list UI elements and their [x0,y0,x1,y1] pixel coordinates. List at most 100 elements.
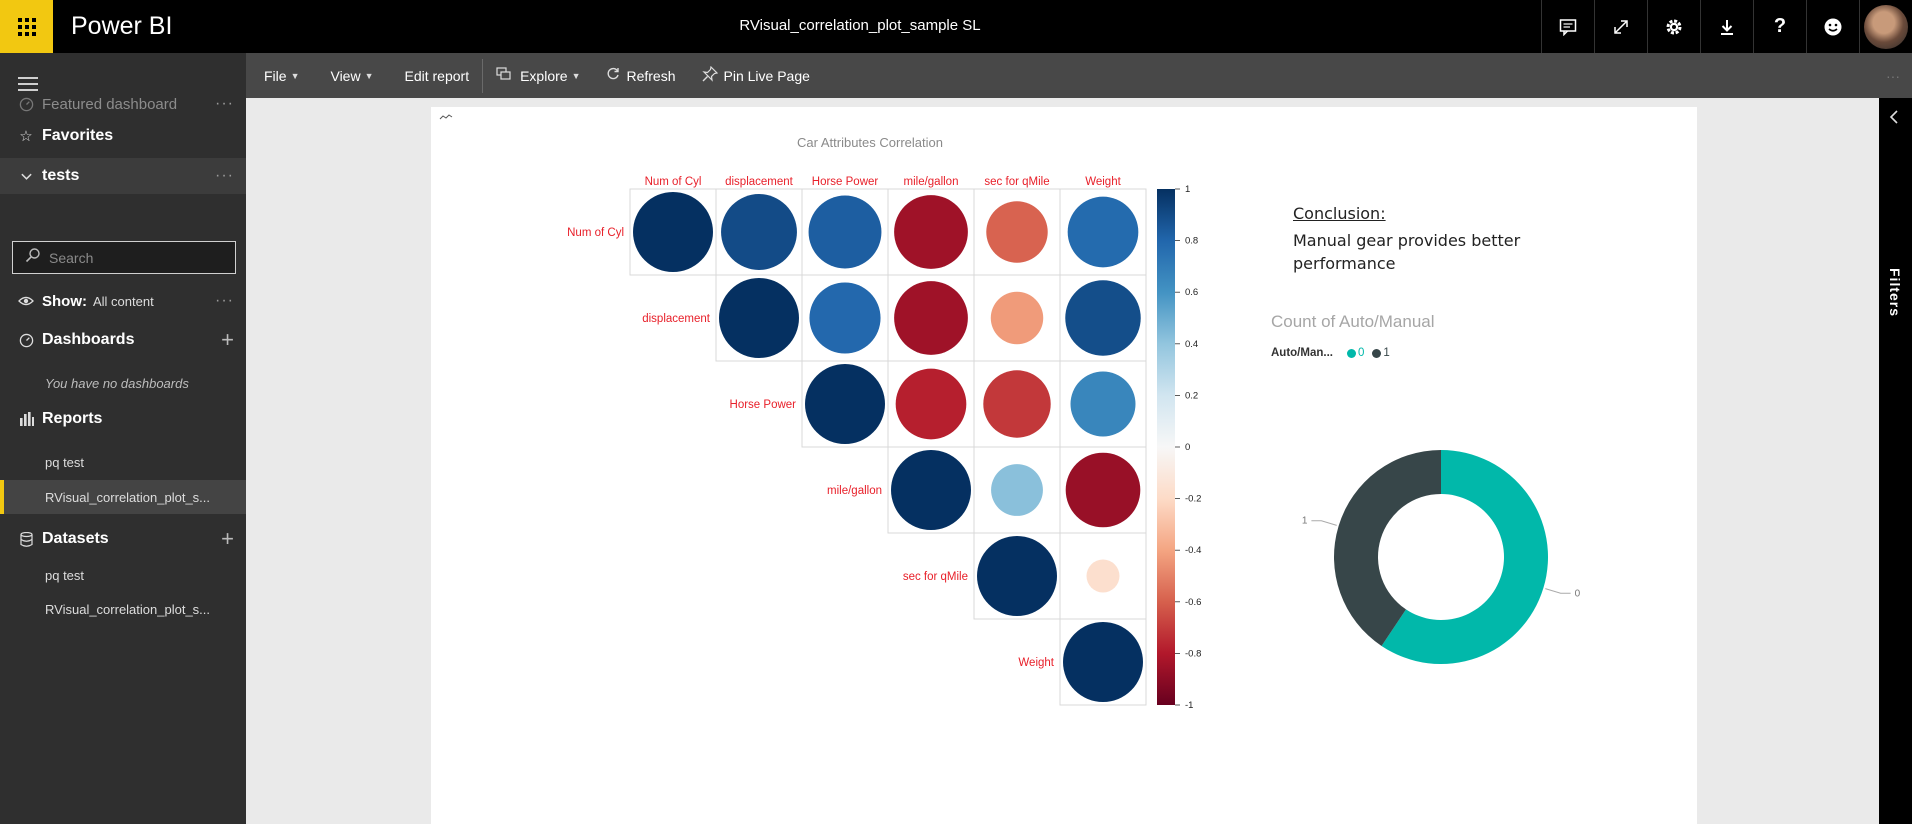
dashboard-icon [18,332,34,348]
corrplot-col-label: Num of Cyl [645,176,702,188]
nav-search-box[interactable] [12,241,236,274]
show-more-icon[interactable]: ··· [215,292,234,309]
edit-report-button[interactable]: Edit report [387,53,483,98]
fullscreen-button[interactable] [1594,0,1647,53]
corrplot-circle [986,201,1048,263]
donut-chart-svg[interactable]: 01 [1271,382,1611,742]
explore-icon [496,67,514,84]
nav-dashboards[interactable]: Dashboards + [0,324,246,356]
visual-header-icon[interactable] [439,113,453,123]
search-icon [25,247,41,268]
report-canvas: Car Attributes Correlation Num of Cyl Num … [431,107,1697,824]
toolbar-divider [482,58,484,93]
conclusion-textbox[interactable]: Conclusion: Manual gear provides better … [1293,204,1563,275]
view-menu-button[interactable]: View ▼ [312,53,386,98]
comment-button[interactable] [1541,0,1594,53]
corrplot-circle [721,194,797,270]
corrplot-cell [1059,618,1147,706]
corrplot-circle [990,291,1044,345]
app-title[interactable]: Power BI [71,12,173,40]
refresh-button[interactable]: Refresh [593,53,688,98]
donut-data-label: 1 [1302,516,1308,527]
left-nav-pane: Featured dashboard ··· ☆ Favorites tests… [0,53,246,824]
refresh-icon [606,67,620,84]
legend-label-1[interactable]: 1 [1383,347,1390,359]
chevron-down-icon [18,168,34,184]
nav-reports[interactable]: Reports [0,403,246,435]
app-launcher-button[interactable] [0,0,53,53]
download-button[interactable] [1700,0,1753,53]
view-menu-label: View [330,67,361,84]
corrplot-circle [977,536,1057,616]
nav-favorites[interactable]: ☆ Favorites [0,120,246,152]
corrplot-row-label: sec for qMile [903,571,968,583]
dataset-item-rvisual[interactable]: RVisual_correlation_plot_s... [45,602,211,617]
filters-label[interactable]: Filters [1887,268,1903,318]
user-avatar-button[interactable] [1859,0,1912,53]
settings-button[interactable] [1647,0,1700,53]
add-dataset-icon[interactable]: + [221,526,234,551]
donut-leader-line [1311,520,1337,526]
no-dashboards-text: You have no dashboards [45,376,189,391]
colorbar-tick-label: 0 [1185,442,1190,453]
corrplot-circle [1067,196,1139,268]
top-bar: Power BI RVisual_correlation_plot_sample… [0,0,1912,53]
nav-workspace-tests[interactable]: tests ··· [0,158,246,194]
nav-dashboards-label: Dashboards [42,331,135,348]
correlation-plot[interactable]: Car Attributes Correlation Num of Cyl Num … [431,107,1251,727]
toolbar-more-icon[interactable]: ··· [1886,67,1900,84]
explore-menu-button[interactable]: Explore ▼ [483,53,593,98]
featured-more-icon[interactable]: ··· [215,95,234,112]
corrplot-circle [983,370,1051,438]
donut-slice-1 [1334,450,1441,646]
report-item-rvisual[interactable]: RVisual_correlation_plot_s... [45,490,211,505]
corrplot-circle [805,364,885,444]
colorbar-tick-label: -0.2 [1185,494,1201,505]
corrplot-col-label: mile/gallon [904,176,959,188]
edit-report-label: Edit report [404,67,470,84]
corrplot-circle [991,464,1043,516]
nav-featured-dashboard[interactable]: Featured dashboard ··· [0,88,246,120]
nav-datasets[interactable]: Datasets + [0,523,246,555]
corrplot-circle [894,195,968,269]
show-label: Show: [42,292,87,310]
workspace-more-icon[interactable]: ··· [215,167,234,184]
chevron-left-icon[interactable] [1889,110,1899,127]
help-icon: ? [1773,15,1787,37]
dataset-item-pq-test[interactable]: pq test [45,568,85,583]
nav-show-filter[interactable]: Show: All content ··· [0,286,246,316]
feedback-icon [1824,18,1842,35]
search-input[interactable] [49,249,229,266]
add-dashboard-icon[interactable]: + [221,327,234,352]
legend-dot-1 [1372,348,1382,358]
chevron-down-icon: ▼ [364,70,374,81]
legend-dot-0 [1346,348,1356,358]
chevron-down-icon: ▼ [571,70,581,81]
corrplot-col-label: Horse Power [812,176,879,188]
pin-icon [701,65,718,85]
chevron-down-icon: ▼ [290,70,300,81]
colorbar-tick-label: -1 [1185,700,1193,711]
corrplot-circle [1063,622,1143,702]
corrplot-circle [1086,559,1120,593]
corrplot-col-label: Weight [1085,176,1121,188]
pin-live-page-button[interactable]: Pin Live Page [689,53,823,98]
legend-label-0[interactable]: 0 [1357,347,1365,359]
colorbar-tick-label: 0.6 [1185,287,1198,298]
file-menu-button[interactable]: File ▼ [246,53,312,98]
help-button[interactable]: ? [1753,0,1806,53]
database-icon [18,531,34,547]
corrplot-circle [809,282,881,354]
feedback-button[interactable] [1806,0,1859,53]
report-item-pq-test[interactable]: pq test [45,455,85,470]
nav-favorites-label: Favorites [42,127,114,144]
fullscreen-icon [1614,19,1628,34]
corrplot-circle [1065,280,1141,356]
donut-slice-0 [1381,450,1548,664]
report-title: RVisual_correlation_plot_sample SL [739,17,981,34]
avatar [1864,4,1908,49]
colorbar-tick-label: 1 [1185,184,1190,195]
corrplot-row-label: Weight [1018,657,1054,669]
hamburger-icon[interactable] [18,77,38,95]
